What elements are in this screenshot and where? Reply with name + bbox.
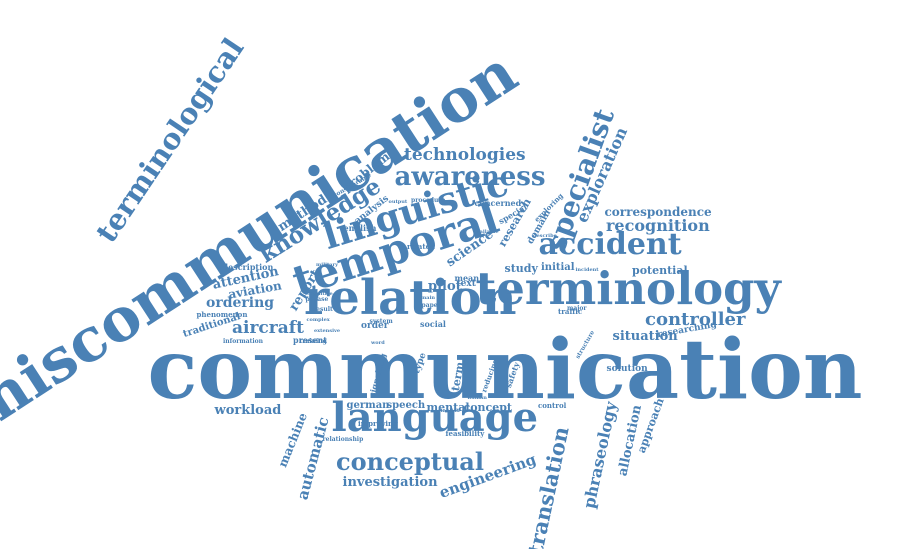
- word-controller: controller: [645, 309, 746, 330]
- word-available: available: [473, 228, 499, 235]
- word-phenomenon: phenomenon: [196, 309, 248, 319]
- word-social: social: [420, 319, 446, 329]
- word-information: information: [223, 338, 264, 345]
- word-main: main: [421, 294, 436, 301]
- word-translation: translation: [522, 423, 574, 549]
- word-aircraft: aircraft: [232, 317, 304, 338]
- word-technologies: technologies: [404, 144, 526, 165]
- word-result: result: [313, 306, 333, 313]
- word-human: human: [467, 394, 487, 401]
- word-extensive: extensive: [314, 327, 341, 334]
- word-output: output: [388, 198, 408, 205]
- word-english: english: [343, 223, 377, 233]
- word-pilot: pilot: [428, 278, 462, 294]
- word-terminology: terminology: [475, 261, 781, 315]
- word-conceptual: conceptual: [336, 447, 484, 476]
- word-word: word: [371, 339, 385, 346]
- word-recognition: recognition: [606, 216, 710, 235]
- word-related: related: [407, 241, 435, 251]
- word-study: study: [504, 261, 538, 275]
- word-improving: improving: [358, 418, 399, 428]
- word-concept: concept: [463, 400, 513, 414]
- word-text: text: [456, 278, 476, 289]
- word-ordering: ordering: [206, 295, 275, 311]
- word-control: control: [538, 400, 567, 410]
- word-language: language: [331, 394, 539, 441]
- word-order: order: [361, 320, 389, 331]
- word-initial: initial: [541, 262, 575, 273]
- word-system: system: [369, 318, 393, 325]
- word-relationship: relationship: [322, 436, 364, 443]
- word-mental: mental: [426, 400, 470, 414]
- word-training: training: [299, 338, 327, 345]
- word-cognitive: cognitive: [307, 290, 333, 297]
- word-potential: potential: [632, 263, 688, 277]
- word-accident: accident: [538, 227, 682, 262]
- word-relation: relation: [304, 270, 517, 326]
- word-phrase: phrase: [305, 296, 329, 303]
- word-present: present: [293, 335, 328, 345]
- word-solution: solution: [606, 363, 648, 374]
- word-feasibility: feasibility: [445, 428, 485, 438]
- word-awareness: awareness: [394, 162, 546, 192]
- word-complex: complex: [306, 316, 330, 323]
- word-military: military: [316, 261, 339, 268]
- word-workload: workload: [214, 402, 282, 418]
- word-incident: incident: [575, 266, 599, 273]
- word-german: german: [346, 400, 390, 411]
- word-concerned: concerned: [474, 198, 522, 208]
- word-mean: mean: [454, 273, 480, 283]
- word-situation: situation: [612, 328, 678, 344]
- word-procedure: procedure: [411, 197, 446, 204]
- word-investigation: investigation: [342, 474, 438, 490]
- word-correspondence: correspondence: [604, 205, 712, 219]
- word-establish: establish: [434, 407, 460, 414]
- word-traffic: traffic: [558, 306, 583, 316]
- word-major: major: [567, 305, 587, 312]
- word-description: description: [222, 262, 274, 272]
- word-speech: speech: [386, 400, 426, 411]
- word-communication: communication: [147, 322, 863, 418]
- word-describe: describe: [533, 232, 557, 239]
- word-paper: paper: [421, 302, 441, 309]
